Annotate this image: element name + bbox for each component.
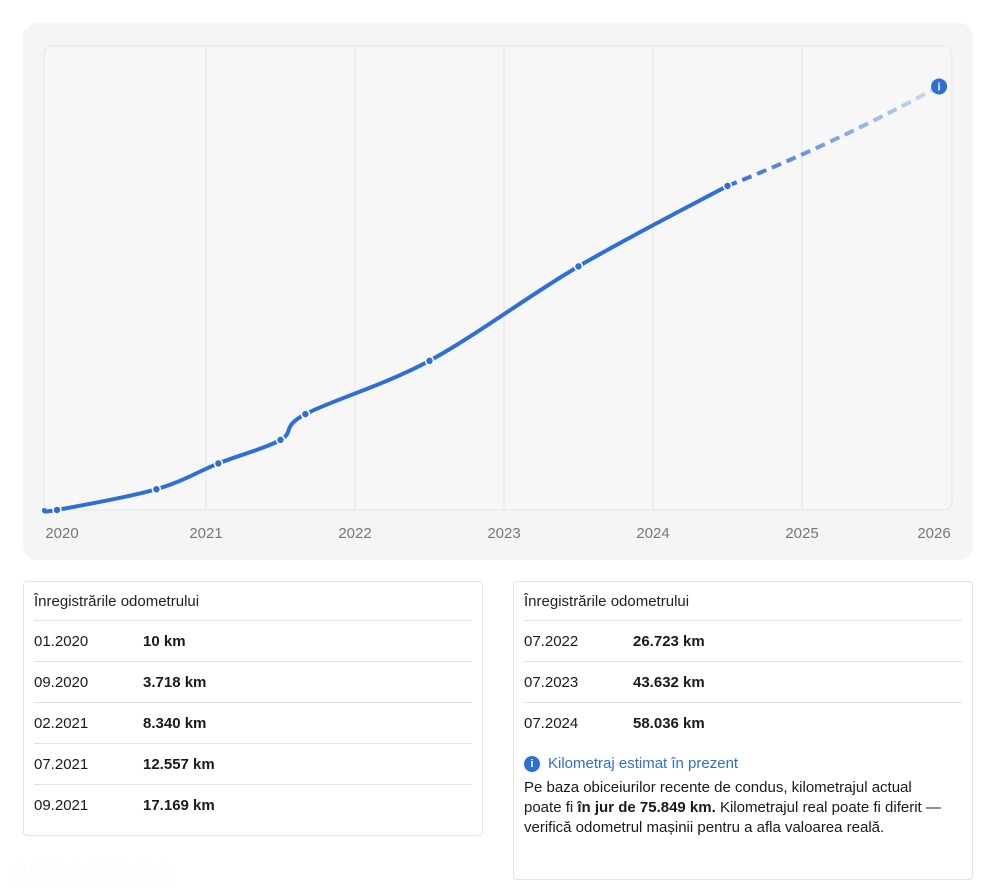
estimate-line xyxy=(726,84,941,188)
x-tick-label: 2025 xyxy=(785,525,818,542)
odometer-chart: 2020 2021 2022 2023 2024 2025 2026 i xyxy=(42,45,953,542)
record-date: 07.2021 xyxy=(34,755,89,773)
data-point[interactable] xyxy=(300,409,311,419)
watermark: AUTOVIT.RO xyxy=(10,858,177,888)
info-icon: i xyxy=(524,755,540,772)
x-tick-label: 2021 xyxy=(189,525,222,542)
note-estimate: în jur de 75.849 km. xyxy=(577,799,716,816)
record-row: 07.2024 58.036 km xyxy=(524,703,962,743)
plot-area xyxy=(43,45,953,511)
record-km: 3.718 km xyxy=(143,673,207,691)
record-date: 07.2023 xyxy=(524,673,579,691)
record-row: 07.2022 26.723 km xyxy=(524,621,962,662)
x-tick-label: 2024 xyxy=(636,525,669,542)
panel-title: Înregistrările odometrului xyxy=(34,582,472,621)
record-km: 58.036 km xyxy=(633,714,705,732)
data-point[interactable] xyxy=(52,505,62,515)
estimate-title-text: Kilometraj estimat în prezent xyxy=(548,755,739,772)
record-row: 01.2020 10 km xyxy=(34,621,472,662)
record-km: 17.169 km xyxy=(143,796,215,814)
data-point[interactable] xyxy=(573,261,584,272)
x-tick-label: 2020 xyxy=(45,525,78,542)
panel-title: Înregistrările odometrului xyxy=(524,582,962,621)
estimate-description: Pe baza obiceiurilor recente de condus, … xyxy=(524,778,962,838)
estimate-info-icon[interactable] xyxy=(931,78,948,95)
note-text: Pe baza obiceiurilor recente de condus, … xyxy=(524,779,912,816)
data-point[interactable] xyxy=(213,458,224,469)
odometer-records-left: Înregistrările odometrului 01.2020 10 km 0… xyxy=(23,581,483,836)
record-date: 02.2021 xyxy=(34,714,89,732)
info-glyph: i xyxy=(938,81,941,93)
estimate-title: i Kilometraj estimat în prezent xyxy=(524,755,962,772)
data-point[interactable] xyxy=(722,181,733,191)
record-row: 09.2020 3.718 km xyxy=(34,662,472,703)
x-tick-label: 2026 xyxy=(917,525,950,542)
data-point[interactable] xyxy=(424,356,435,366)
record-date: 07.2024 xyxy=(524,714,579,732)
record-row: 07.2023 43.632 km xyxy=(524,662,962,703)
record-date: 09.2020 xyxy=(34,673,89,691)
record-km: 12.557 km xyxy=(143,755,215,773)
record-km: 26.723 km xyxy=(633,632,705,650)
record-row: 07.2021 12.557 km xyxy=(34,744,472,785)
record-date: 09.2021 xyxy=(34,796,89,814)
odometer-records-right: Înregistrările odometrului 07.2022 26.723… xyxy=(513,581,973,880)
record-km: 43.632 km xyxy=(633,673,705,691)
record-row: 02.2021 8.340 km xyxy=(34,703,472,744)
record-row: 09.2021 17.169 km xyxy=(34,785,472,825)
record-km: 10 km xyxy=(143,632,186,650)
x-tick-label: 2023 xyxy=(487,525,520,542)
data-point[interactable] xyxy=(275,435,286,445)
note-text: Kilometrajul real poate fi diferit — ver… xyxy=(524,799,941,836)
record-date: 07.2022 xyxy=(524,632,579,650)
data-point[interactable] xyxy=(151,484,162,494)
x-tick-label: 2022 xyxy=(338,525,371,542)
record-date: 01.2020 xyxy=(34,632,89,650)
record-km: 8.340 km xyxy=(143,714,207,732)
